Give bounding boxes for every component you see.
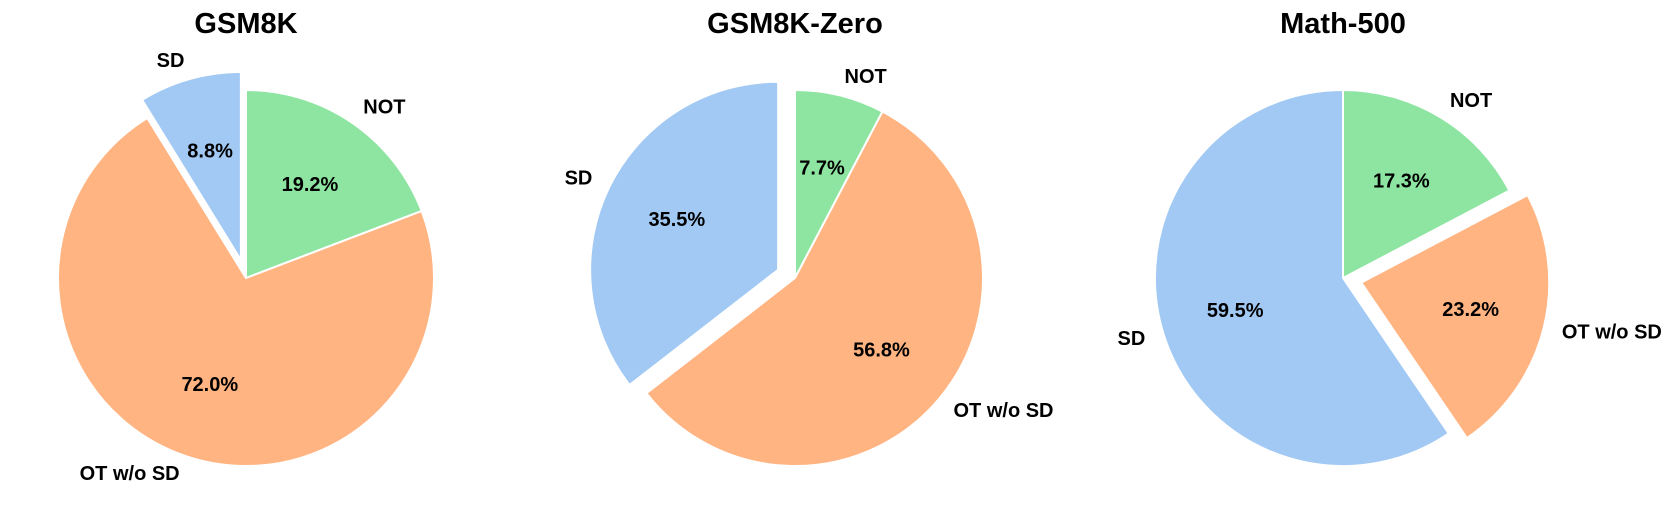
pie-slice-math-500-sd: [1153, 88, 1451, 467]
pie-percent-label-gsm8k-sd: 8.8%: [187, 140, 233, 162]
pie-percent-label-gsm8k-zero-not: 7.7%: [799, 157, 845, 179]
pie-category-label-gsm8k-zero-ot-w-o-sd: OT w/o SD: [954, 400, 1054, 422]
chart-title-math-500: Math-500: [1280, 8, 1406, 40]
pie-slice-gsm8k-zero-sd: [589, 80, 780, 387]
pie-slice-math-500-not: [1342, 88, 1511, 280]
chart-title-gsm8k: GSM8K: [194, 8, 297, 40]
pie-category-label-gsm8k-zero-not: NOT: [845, 66, 887, 88]
pie-percent-label-math-500-not: 17.3%: [1373, 170, 1430, 192]
pie-category-label-gsm8k-zero-sd: SD: [565, 168, 593, 190]
pie-category-label-math-500-ot-w-o-sd: OT w/o SD: [1562, 322, 1661, 344]
pie-percent-label-gsm8k-ot-w-o-sd: 72.0%: [181, 374, 238, 396]
pie-slice-gsm8k-sd: [140, 70, 242, 264]
pie-chart-math-500: Math-500 17.3% NOT 23.2% OT w/o SD 59.5% SD: [1118, 8, 1661, 467]
pie-category-label-gsm8k-not: NOT: [363, 97, 405, 119]
pie-percent-label-gsm8k-zero-ot-w-o-sd: 56.8%: [853, 339, 910, 361]
pie-category-label-math-500-not: NOT: [1450, 90, 1492, 112]
pie-chart-gsm8k: GSM8K 19.2% NOT 72.0% OT w/o SD 8.8% SD: [57, 8, 435, 485]
pie-percent-label-math-500-sd: 59.5%: [1207, 300, 1264, 322]
pie-slice-gsm8k-not: [245, 88, 423, 280]
pie-slice-gsm8k-ot-w-o-sd: [57, 116, 435, 467]
pie-slice-math-500-ot-w-o-sd: [1359, 193, 1551, 440]
pie-chart-gsm8k-zero: GSM8K-Zero 7.7% NOT 56.8% OT w/o SD 35.5% SD: [565, 8, 1054, 467]
pie-category-label-gsm8k-ot-w-o-sd: OT w/o SD: [80, 463, 180, 485]
pie-slice-gsm8k-zero-ot-w-o-sd: [645, 110, 984, 467]
pie-percent-label-gsm8k-not: 19.2%: [282, 174, 339, 196]
pie-percent-label-gsm8k-zero-sd: 35.5%: [648, 209, 705, 231]
pie-category-label-math-500-sd: SD: [1118, 328, 1146, 350]
chart-title-gsm8k-zero: GSM8K-Zero: [707, 8, 883, 40]
pie-percent-label-math-500-ot-w-o-sd: 23.2%: [1442, 299, 1499, 321]
pie-category-label-gsm8k-sd: SD: [157, 50, 185, 72]
